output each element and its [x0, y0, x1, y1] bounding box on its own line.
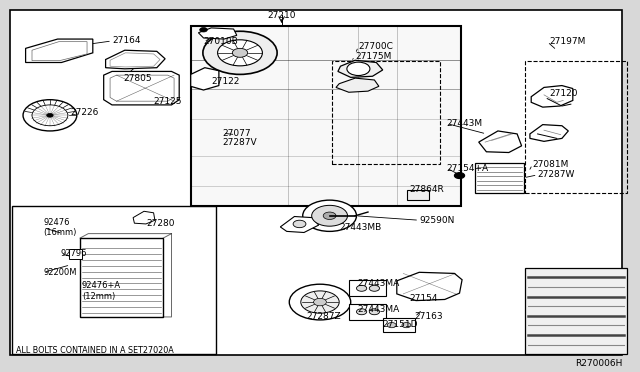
Bar	[191, 26, 461, 206]
Circle shape	[347, 62, 370, 76]
Text: 27287W: 27287W	[538, 170, 575, 179]
Text: 27443MB: 27443MB	[339, 223, 381, 232]
Circle shape	[312, 205, 348, 226]
Text: 27197M: 27197M	[549, 37, 586, 46]
Text: 27125: 27125	[154, 97, 182, 106]
Bar	[80, 238, 163, 317]
Text: 27010B: 27010B	[204, 37, 238, 46]
Text: R270006H: R270006H	[575, 359, 622, 368]
Text: 27443MA: 27443MA	[357, 305, 399, 314]
Text: 27287V: 27287V	[223, 138, 257, 147]
Text: 27210: 27210	[268, 11, 296, 20]
Text: 27163: 27163	[415, 312, 444, 321]
Bar	[407, 190, 429, 200]
Circle shape	[293, 220, 306, 228]
Polygon shape	[397, 272, 462, 301]
Circle shape	[218, 40, 262, 66]
Circle shape	[356, 285, 367, 291]
Bar	[12, 206, 216, 354]
Polygon shape	[106, 50, 165, 69]
Circle shape	[23, 100, 77, 131]
Polygon shape	[26, 39, 93, 62]
Polygon shape	[133, 211, 155, 224]
Text: 27164: 27164	[112, 36, 141, 45]
Bar	[332, 61, 440, 164]
Circle shape	[369, 309, 380, 315]
Bar	[475, 163, 524, 193]
Circle shape	[203, 31, 277, 74]
Text: 27443MA: 27443MA	[357, 279, 399, 288]
Circle shape	[200, 28, 207, 32]
Text: 27226: 27226	[70, 108, 99, 117]
Polygon shape	[191, 68, 219, 90]
Circle shape	[454, 173, 465, 179]
Text: 92796: 92796	[61, 249, 87, 258]
Text: 27864R: 27864R	[410, 185, 444, 194]
Text: ALL BOLTS CONTAINED IN A SET27020A: ALL BOLTS CONTAINED IN A SET27020A	[16, 346, 173, 355]
Text: 27175M: 27175M	[355, 52, 392, 61]
Circle shape	[47, 113, 53, 117]
Bar	[349, 280, 386, 296]
Circle shape	[232, 48, 248, 57]
Circle shape	[402, 323, 411, 328]
Text: 92590N: 92590N	[419, 216, 454, 225]
Text: 27700C: 27700C	[358, 42, 393, 51]
Text: 27154+A: 27154+A	[447, 164, 489, 173]
Text: 27154: 27154	[410, 294, 438, 303]
Circle shape	[301, 291, 339, 313]
Text: 27805: 27805	[123, 74, 152, 83]
Circle shape	[369, 285, 380, 291]
Circle shape	[314, 298, 326, 306]
Polygon shape	[479, 131, 522, 153]
Text: 27077: 27077	[223, 129, 252, 138]
Text: 27122: 27122	[211, 77, 239, 86]
Polygon shape	[336, 78, 379, 92]
Text: 92200M: 92200M	[44, 268, 77, 277]
Circle shape	[323, 212, 336, 219]
Polygon shape	[280, 217, 319, 232]
Bar	[525, 61, 627, 193]
Circle shape	[303, 200, 356, 231]
Polygon shape	[104, 71, 179, 105]
Text: 27280: 27280	[146, 219, 175, 228]
Text: 92476+A
(12mm): 92476+A (12mm)	[82, 281, 121, 301]
Polygon shape	[198, 28, 237, 39]
Polygon shape	[531, 86, 573, 107]
Bar	[349, 304, 386, 320]
Bar	[383, 318, 415, 332]
Polygon shape	[338, 60, 383, 77]
Text: 27081M: 27081M	[532, 160, 569, 169]
Text: 27443M: 27443M	[447, 119, 483, 128]
Polygon shape	[530, 125, 568, 141]
Text: 27120: 27120	[549, 89, 578, 98]
Text: 27287Z: 27287Z	[306, 312, 340, 321]
Circle shape	[387, 323, 396, 328]
Circle shape	[356, 309, 367, 315]
Circle shape	[32, 105, 68, 126]
Circle shape	[289, 284, 351, 320]
Bar	[69, 249, 82, 259]
Text: 27151D: 27151D	[383, 320, 418, 329]
Bar	[525, 268, 627, 354]
Text: 92476
(16mm): 92476 (16mm)	[44, 218, 77, 237]
